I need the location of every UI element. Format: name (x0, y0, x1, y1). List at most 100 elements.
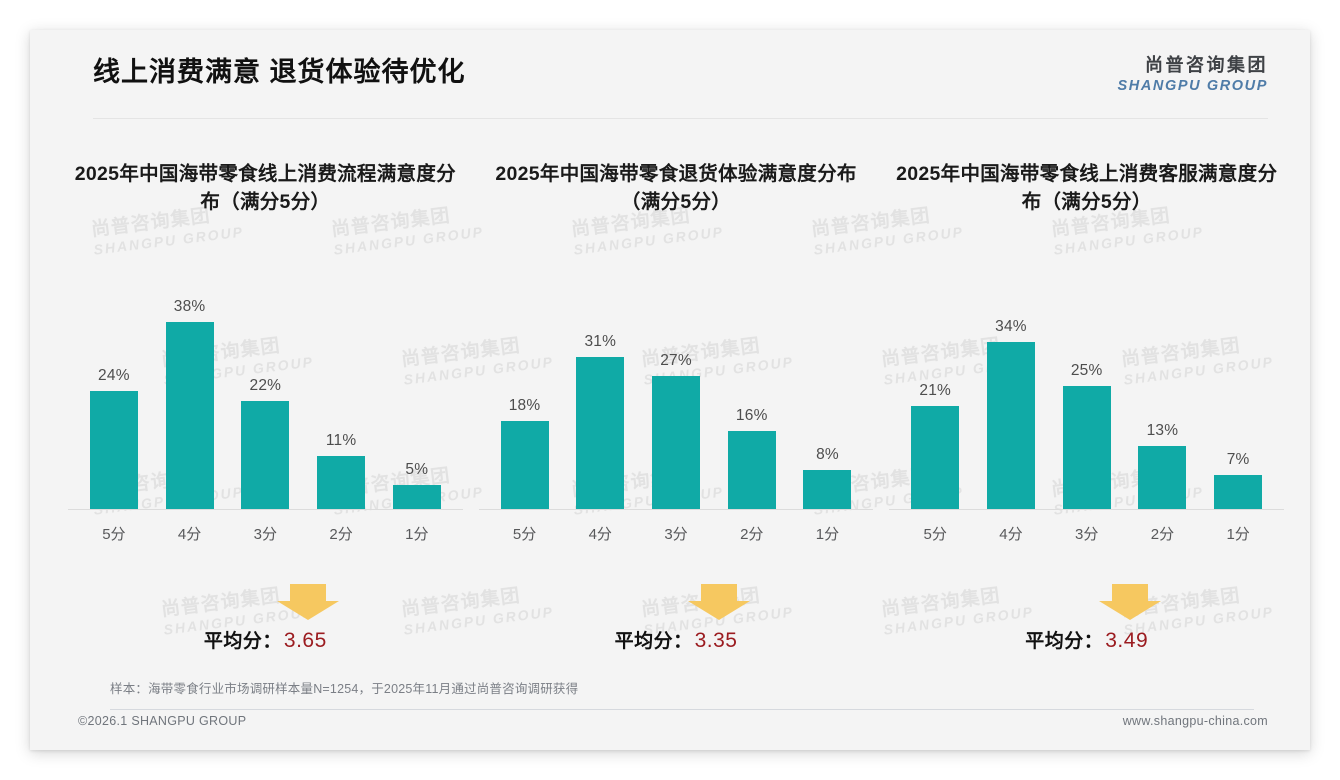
x-axis-labels: 5分 4分 3分 2分 1分 (889, 523, 1284, 544)
footnote: 样本：海带零食行业市场调研样本量N=1254，于2025年11月通过尚普咨询调研… (110, 678, 1254, 710)
x-axis-tick-label: 4分 (999, 526, 1023, 543)
chart-title: 2025年中国海带零食退货体验满意度分布（满分5分） (495, 163, 857, 214)
arrow-shaft (701, 584, 737, 601)
bar[interactable] (1062, 386, 1111, 510)
down-arrow-icon (688, 584, 750, 620)
page-title: 线上消费满意 退货体验待优化 (93, 57, 466, 87)
x-axis-labels: 5分 4分 3分 2分 1分 (68, 523, 463, 544)
bar-group[interactable]: 18% (487, 280, 563, 510)
chart-plot-area: 18% 31% 27% 16% 8% (478, 280, 874, 510)
average-score-block: 平均分：3.65 (68, 584, 463, 662)
bar-value-label: 38% (173, 298, 206, 315)
slide-panel: 尚普咨询集团 SHANGPU GROUP 尚普咨询集团 SHANGPU GROUP 尚普… (30, 30, 1310, 750)
average-score-label: 平均分： (1025, 631, 1104, 652)
bar-value-label: 22% (249, 377, 282, 394)
website-link[interactable]: www.shangpu-china.com (1122, 714, 1268, 728)
bar-group[interactable]: 7% (1200, 280, 1276, 510)
bar-group[interactable]: 27% (638, 280, 714, 510)
brand-logo: 尚普咨询集团 SHANGPU GROUP (1117, 54, 1268, 95)
bar-group[interactable]: 21% (897, 280, 973, 510)
x-axis-tick-label: 3分 (664, 526, 688, 543)
bar-value-label: 16% (735, 407, 768, 424)
average-score-block: 平均分：3.35 (479, 584, 874, 662)
x-axis-labels: 5分 4分 3分 2分 1分 (479, 523, 874, 544)
bar[interactable] (803, 470, 852, 510)
average-score-line: 平均分：3.49 (889, 626, 1284, 653)
bar-value-label: 27% (660, 352, 692, 369)
x-axis-tick-label: 2分 (1150, 526, 1175, 543)
bar-series: 18% 31% 27% 16% 8% (487, 280, 866, 510)
x-axis-line (478, 509, 874, 510)
bar-group[interactable]: 38% (152, 280, 228, 510)
x-axis-tick-label: 2分 (740, 526, 764, 543)
chart-panel-3: 2025年中国海带零食线上消费客服满意度分布（满分5分） 21% 34% 25% 13%… (881, 160, 1292, 690)
slide-footer: ©2026.1 SHANGPU GROUP www.shangpu-china.… (30, 700, 1310, 750)
average-score-value: 3.65 (283, 629, 327, 652)
average-score-value: 3.49 (1105, 629, 1149, 652)
x-axis-tick-label: 1分 (1226, 526, 1250, 543)
bar[interactable] (241, 401, 290, 510)
bar[interactable] (1138, 446, 1187, 510)
bar[interactable] (165, 322, 214, 510)
bar[interactable] (392, 485, 441, 510)
x-axis-tick-label: 5分 (512, 526, 537, 543)
header-divider (93, 118, 1268, 119)
footnote-divider (110, 709, 1254, 710)
bar-group[interactable]: 24% (76, 280, 152, 510)
average-score-block: 平均分：3.49 (889, 584, 1284, 662)
x-axis-tick-label: 1分 (405, 526, 429, 543)
x-axis-tick-label: 5分 (102, 526, 126, 543)
bar-group[interactable]: 11% (303, 280, 379, 510)
bar-value-label: 8% (816, 446, 839, 463)
bar-group[interactable]: 13% (1125, 280, 1201, 510)
bar-group[interactable]: 34% (973, 280, 1049, 510)
x-axis-tick-label: 5分 (923, 526, 947, 543)
bar[interactable] (500, 421, 549, 510)
logo-english-text: SHANGPU GROUP (1117, 77, 1268, 94)
bar-group[interactable]: 16% (714, 280, 790, 510)
bar-group[interactable]: 22% (227, 280, 303, 510)
bar-group[interactable]: 5% (379, 280, 455, 510)
bar-value-label: 31% (584, 333, 617, 350)
bar-value-label: 11% (325, 432, 357, 449)
bar[interactable] (89, 391, 138, 510)
arrow-head (688, 601, 750, 620)
bar-value-label: 7% (1226, 451, 1250, 468)
average-score-value: 3.35 (694, 629, 738, 652)
bar-value-label: 13% (1146, 422, 1179, 439)
x-axis-line (68, 509, 463, 510)
footnote-text: 样本：海带零食行业市场调研样本量N=1254，于2025年11月通过尚普咨询调研… (110, 682, 579, 696)
bar-value-label: 21% (919, 382, 952, 399)
charts-row: 2025年中国海带零食线上消费流程满意度分布（满分5分） 24% 38% 22% 11%… (60, 160, 1292, 690)
average-score-label: 平均分： (203, 631, 282, 652)
slide-header: 线上消费满意 退货体验待优化 尚普咨询集团 SHANGPU GROUP (30, 30, 1310, 106)
chart-title: 2025年中国海带零食线上消费客服满意度分布（满分5分） (896, 163, 1278, 214)
x-axis-tick-label: 4分 (588, 526, 612, 543)
bar[interactable] (986, 342, 1035, 510)
bar[interactable] (727, 431, 776, 510)
logo-chinese-text: 尚普咨询集团 (1145, 55, 1268, 75)
down-arrow-icon (1098, 584, 1161, 620)
bar[interactable] (1214, 475, 1263, 510)
bar-series: 21% 34% 25% 13% 7% (897, 280, 1276, 510)
average-score-line: 平均分：3.65 (68, 626, 463, 653)
bar-group[interactable]: 8% (790, 280, 866, 510)
chart-plot-area: 24% 38% 22% 11% 5% (68, 280, 463, 510)
chart-panel-2: 2025年中国海带零食退货体验满意度分布（满分5分） 18% 31% 27% 16% 8%… (471, 160, 882, 690)
bar-series: 24% 38% 22% 11% 5% (76, 280, 455, 510)
bar-group[interactable]: 25% (1049, 280, 1125, 510)
bar[interactable] (911, 406, 960, 510)
bar[interactable] (317, 456, 366, 510)
bar-value-label: 5% (405, 461, 429, 478)
x-axis-tick-label: 3分 (1075, 526, 1099, 543)
bar[interactable] (576, 357, 625, 510)
bar-value-label: 24% (98, 367, 130, 384)
chart-title: 2025年中国海带零食线上消费流程满意度分布（满分5分） (74, 163, 456, 214)
x-axis-tick-label: 1分 (815, 526, 840, 543)
x-axis-tick-label: 2分 (329, 526, 353, 543)
bar-group[interactable]: 31% (562, 280, 638, 510)
bar[interactable] (652, 376, 700, 510)
arrow-shaft (290, 584, 327, 601)
copyright-text: ©2026.1 SHANGPU GROUP (78, 714, 247, 728)
arrow-shaft (1111, 584, 1148, 601)
